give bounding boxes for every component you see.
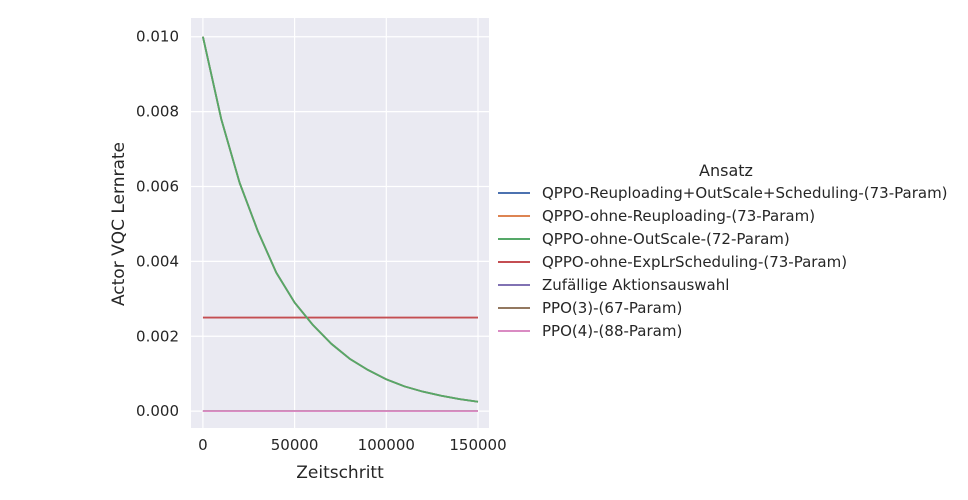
legend-label-3: QPPO-ohne-ExpLrScheduling-(73-Param) xyxy=(542,253,847,271)
y-tick-labels: 0.000 0.002 0.004 0.006 0.008 0.010 xyxy=(136,28,179,420)
legend-label-5: PPO(3)-(67-Param) xyxy=(542,299,682,317)
x-tick-labels: 0 50000 100000 150000 xyxy=(198,436,506,454)
series-line-2 xyxy=(202,36,479,403)
y-tick-label: 0.004 xyxy=(136,252,179,270)
legend-title: Ansatz xyxy=(699,161,753,180)
y-tick-label: 0.008 xyxy=(136,103,179,121)
y-tick-label: 0.002 xyxy=(136,327,179,345)
legend-label-4: Zufällige Aktionsauswahl xyxy=(542,276,729,294)
legend-label-0: QPPO-Reuploading+OutScale+Scheduling-(73… xyxy=(542,184,948,202)
x-axis-label: Zeitschritt xyxy=(296,463,384,483)
plot-background xyxy=(191,18,489,428)
x-tick-label: 150000 xyxy=(449,436,506,454)
y-tick-label: 0.000 xyxy=(136,402,179,420)
x-tick-label: 50000 xyxy=(271,436,319,454)
series-lines xyxy=(202,36,479,413)
y-tick-label: 0.006 xyxy=(136,177,179,195)
y-axis-label: Actor VQC Lernrate xyxy=(109,142,129,306)
legend: Ansatz QPPO-Reuploading+OutScale+Schedul… xyxy=(498,161,948,340)
x-tick-label: 100000 xyxy=(358,436,415,454)
y-tick-label: 0.010 xyxy=(136,28,179,46)
legend-label-1: QPPO-ohne-Reuploading-(73-Param) xyxy=(542,207,815,225)
x-tick-label: 0 xyxy=(198,436,208,454)
legend-label-6: PPO(4)-(88-Param) xyxy=(542,322,682,340)
legend-label-2: QPPO-ohne-OutScale-(72-Param) xyxy=(542,230,790,248)
